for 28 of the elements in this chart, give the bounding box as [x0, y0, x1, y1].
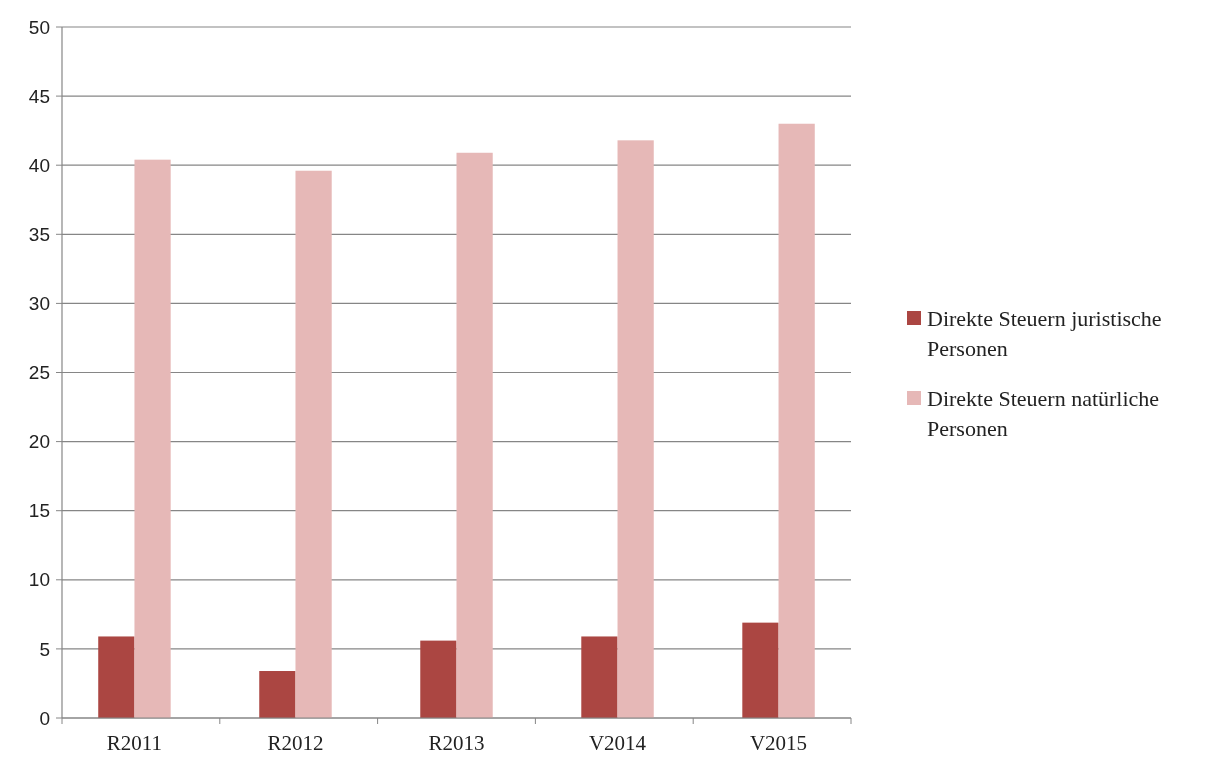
- y-tick-label: 5: [39, 638, 50, 660]
- bar: [778, 123, 815, 718]
- y-tick-label: 45: [28, 85, 50, 107]
- bar: [420, 640, 457, 718]
- y-tick-label: 50: [28, 16, 50, 38]
- x-tick-label: R2011: [106, 731, 163, 755]
- bar: [581, 636, 618, 718]
- legend-label: Direkte Steuern natürliche Personen: [927, 385, 1160, 441]
- bar: [98, 636, 135, 718]
- bar: [259, 671, 296, 718]
- bar: [742, 622, 779, 718]
- y-tick-label: 30: [28, 293, 50, 315]
- y-tick-label: 40: [28, 154, 50, 176]
- y-tick-label: 15: [28, 500, 50, 522]
- x-tick-label: V2014: [588, 731, 647, 755]
- legend-label: Direkte Steuern juristische Personen: [927, 305, 1162, 361]
- x-tick-label: R2012: [267, 731, 324, 755]
- y-tick-label: 25: [28, 362, 50, 384]
- y-tick-label: 35: [28, 223, 50, 245]
- bar: [134, 159, 171, 718]
- bar: [617, 140, 654, 718]
- x-tick-label: V2015: [749, 731, 808, 755]
- x-tick-label: R2013: [428, 731, 485, 755]
- y-tick-label: 10: [28, 569, 50, 591]
- bar: [295, 170, 332, 718]
- y-tick-label: 0: [39, 707, 50, 729]
- y-tick-label: 20: [28, 431, 50, 453]
- bar: [456, 152, 493, 718]
